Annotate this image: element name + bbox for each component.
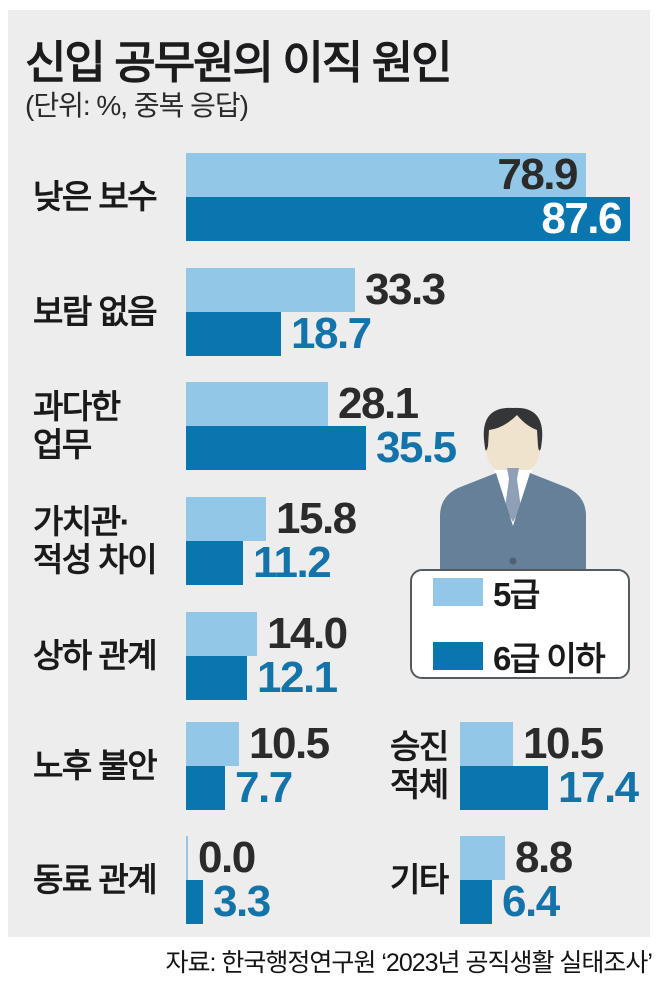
bar-grade5 [186, 268, 355, 312]
male-office-worker-icon [440, 407, 586, 570]
bar-grade6-below [460, 880, 492, 924]
legend-label-grade6-below: 6급 이하 [493, 640, 606, 677]
value-label: 7.7 [235, 763, 293, 812]
bar-grade5 [186, 722, 239, 766]
category-label-line: 적체 [390, 766, 449, 803]
bar-grade5 [186, 153, 586, 197]
bar-grade5 [186, 612, 257, 656]
category-label-line: 낮은 보수 [33, 178, 158, 215]
legend-swatch-light-icon [433, 578, 483, 606]
bar-grade6-below [186, 656, 247, 700]
bar-grade5 [186, 382, 328, 426]
value-label: 33.3 [365, 265, 446, 314]
category-label: 동료 관계 [33, 826, 158, 934]
bar-grade5 [186, 836, 188, 880]
value-label: 6.4 [502, 877, 560, 926]
bar-grade6-below [186, 880, 203, 924]
value-label: 10.5 [523, 719, 604, 768]
bar-grade6-below [186, 541, 243, 585]
category-label: 가치관· 적성 차이 [33, 487, 158, 595]
category-label: 낮은 보수 [33, 143, 158, 251]
value-label: 18.7 [291, 309, 372, 358]
value-label: 3.3 [213, 877, 271, 926]
bar-grade5 [460, 722, 513, 766]
category-label-line: 가치관· [33, 503, 131, 540]
value-label: 28.1 [338, 379, 419, 428]
person-suit [440, 473, 586, 570]
legend: 5급 6급 이하 [410, 569, 630, 679]
category-label-line: 노후 불안 [33, 747, 158, 784]
value-label: 8.8 [515, 833, 573, 882]
category-label: 과다한 업무 [33, 372, 121, 480]
category-label: 노후 불안 [33, 712, 158, 820]
value-label: 87.6 [541, 194, 622, 243]
legend-item-grade6-below: 6급 이하 [433, 632, 628, 680]
value-label: 0.0 [198, 833, 256, 882]
person-hair [483, 407, 543, 451]
bar-grade5 [460, 836, 505, 880]
bar-grade6-below [460, 766, 548, 810]
category-label-line: 적성 차이 [33, 541, 158, 578]
category-label: 보람 없음 [33, 258, 158, 366]
legend-label-grade5: 5급 [493, 576, 540, 613]
person-suit-button [509, 557, 517, 565]
category-label-line: 업무 [33, 426, 92, 463]
category-label-line: 과다한 [33, 388, 121, 425]
source-credit: 자료: 한국행정연구원 ‘2023년 공직생활 실태조사’ [0, 937, 653, 984]
legend-item-grade5: 5급 [433, 568, 628, 616]
chart-panel: 신입 공무원의 이직 원인 (단위: %, 중복 응답) 낮은 보수 78.9 87… [8, 10, 650, 937]
category-label-line: 승진 [390, 728, 449, 765]
category-label: 승진 적체 [390, 712, 449, 820]
bar-grade6-below [186, 197, 630, 241]
category-label: 상하 관계 [33, 602, 158, 710]
category-label-line: 동료 관계 [33, 861, 158, 898]
value-label: 11.2 [253, 538, 332, 587]
chart-unit-note: (단위: %, 중복 응답) [25, 90, 249, 121]
bar-grade5 [186, 497, 266, 541]
value-label: 14.0 [267, 609, 348, 658]
value-label: 17.4 [558, 763, 639, 812]
legend-swatch-dark-icon [433, 642, 483, 670]
person-face [486, 412, 540, 476]
chart-title: 신입 공무원의 이직 원인 [25, 37, 453, 88]
bar-grade6-below [186, 426, 366, 470]
value-label: 15.8 [276, 494, 357, 543]
value-label: 12.1 [257, 653, 338, 702]
category-label: 기타 [390, 826, 449, 934]
category-label-line: 기타 [390, 861, 449, 898]
category-label-line: 보람 없음 [33, 293, 158, 330]
value-label: 35.5 [376, 423, 457, 472]
bar-grade6-below [186, 312, 281, 356]
person-tie [505, 479, 521, 522]
value-label: 10.5 [249, 719, 330, 768]
category-label-line: 상하 관계 [33, 637, 158, 674]
bar-grade6-below [186, 766, 225, 810]
value-label: 78.9 [497, 150, 578, 199]
person-tie-knot [507, 468, 519, 479]
